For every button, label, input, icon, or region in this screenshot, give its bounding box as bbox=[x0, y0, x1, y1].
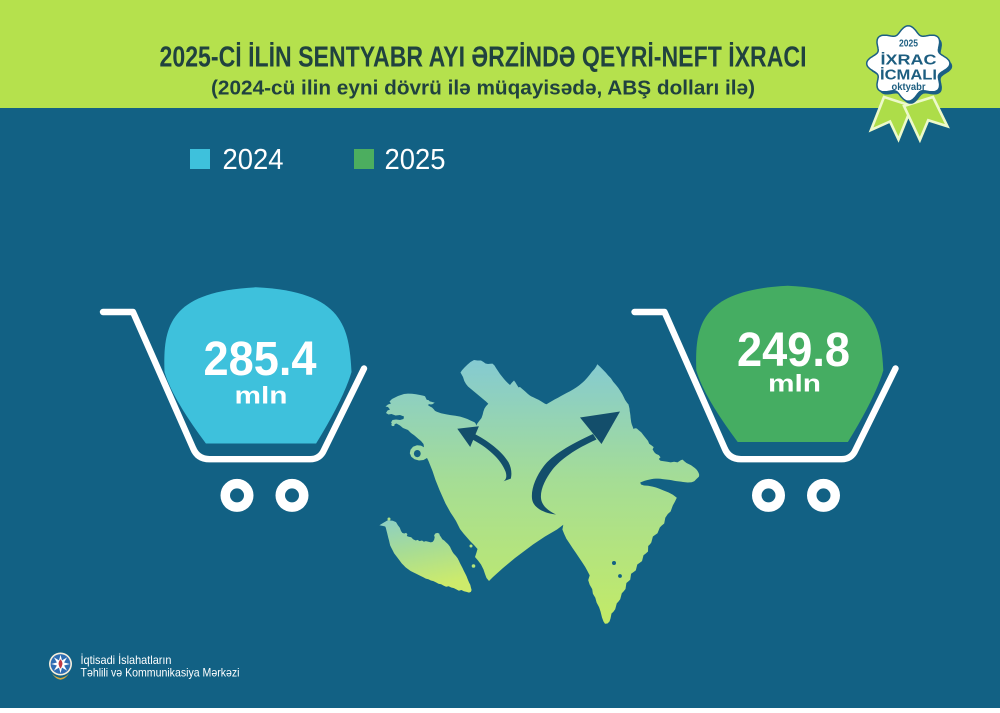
svg-text:mln: mln bbox=[768, 371, 821, 398]
svg-text:mln: mln bbox=[235, 383, 288, 410]
svg-text:İCMALI: İCMALI bbox=[880, 66, 937, 83]
svg-text:Təhlili və Kommunikasiya Mərkə: Təhlili və Kommunikasiya Mərkəzi bbox=[81, 666, 240, 680]
svg-text:(2024-cü ilin eyni dövrü ilə m: (2024-cü ilin eyni dövrü ilə müqayisədə,… bbox=[211, 78, 755, 100]
svg-text:249.8: 249.8 bbox=[737, 324, 850, 377]
svg-text:2024: 2024 bbox=[223, 144, 284, 176]
svg-text:2025: 2025 bbox=[899, 39, 918, 50]
svg-text:oktyabr: oktyabr bbox=[892, 81, 926, 93]
svg-text:2025: 2025 bbox=[385, 144, 446, 176]
svg-text:İXRAC: İXRAC bbox=[881, 51, 938, 68]
svg-text:2025-Cİ İLİN SENTYABR AYI ƏRZİ: 2025-Cİ İLİN SENTYABR AYI ƏRZİNDƏ QEYRİ-… bbox=[160, 42, 807, 74]
svg-text:285.4: 285.4 bbox=[204, 333, 317, 386]
svg-text:İqtisadi İslahatların: İqtisadi İslahatların bbox=[81, 653, 172, 667]
